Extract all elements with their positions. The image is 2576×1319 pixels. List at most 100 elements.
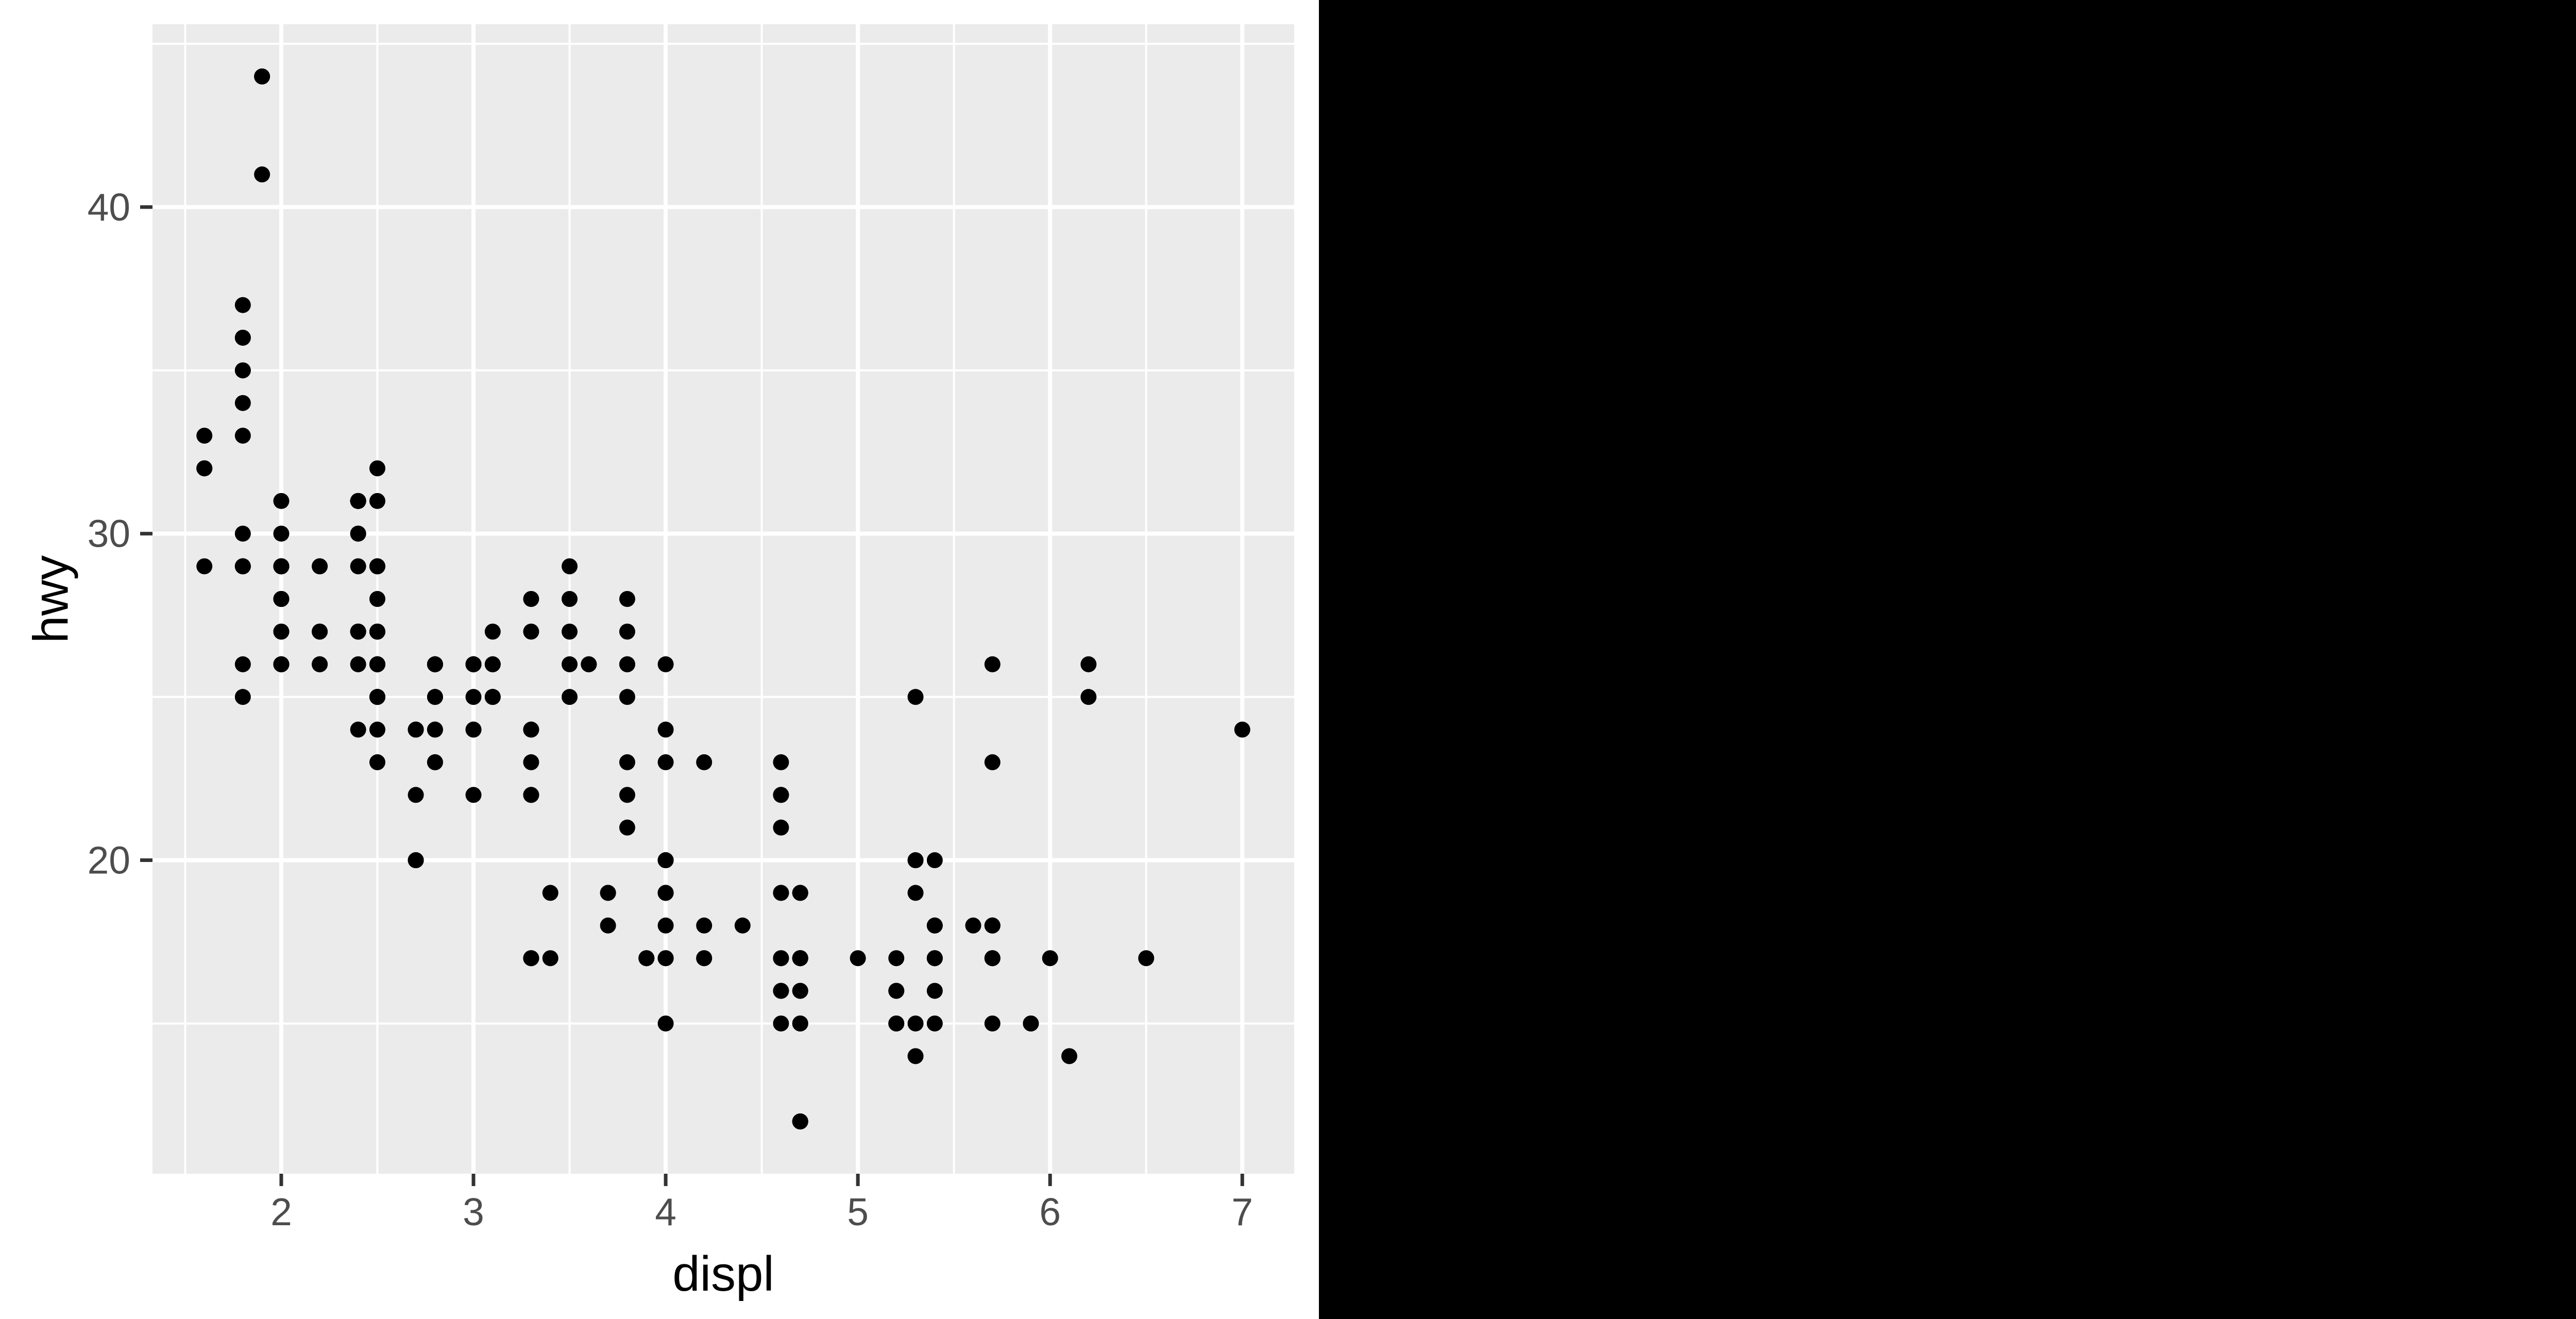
plot-surface: 2 3 4 5 6 7 20 30 40 displ hwy	[0, 0, 1319, 1319]
data-point	[523, 591, 539, 607]
data-point	[484, 623, 501, 640]
data-point	[1061, 1048, 1078, 1064]
panel-background	[152, 24, 1294, 1174]
data-point	[234, 689, 251, 705]
data-point	[196, 558, 213, 574]
data-point	[369, 460, 385, 477]
data-point	[984, 950, 1001, 967]
data-point	[427, 689, 443, 705]
data-point	[619, 591, 635, 607]
data-point	[273, 493, 290, 509]
data-point	[926, 852, 943, 869]
data-point	[984, 656, 1001, 672]
data-point	[408, 852, 424, 869]
data-point	[888, 983, 905, 999]
data-point	[1080, 689, 1097, 705]
data-point	[234, 656, 251, 672]
data-point	[907, 852, 924, 869]
data-point	[273, 591, 290, 607]
data-point	[773, 983, 789, 999]
data-point	[523, 787, 539, 803]
data-point	[619, 787, 635, 803]
data-point	[562, 623, 578, 640]
data-point	[1080, 656, 1097, 672]
data-point	[600, 917, 616, 934]
data-point	[312, 623, 328, 640]
y-tick-label: 40	[88, 185, 130, 229]
data-point	[350, 721, 366, 738]
scatter-chart: 2 3 4 5 6 7 20 30 40	[88, 24, 1294, 1233]
data-point	[465, 721, 482, 738]
data-point	[619, 754, 635, 770]
data-point	[696, 754, 713, 770]
data-point	[350, 656, 366, 672]
data-point	[312, 656, 328, 672]
data-point	[427, 754, 443, 770]
data-point	[369, 656, 385, 672]
data-point	[408, 721, 424, 738]
data-point	[638, 950, 655, 967]
x-tick-label: 4	[655, 1190, 676, 1233]
y-axis-title: hwy	[23, 555, 78, 643]
y-axis-title-wrap: hwy	[23, 0, 79, 1198]
black-region	[1319, 0, 2576, 1319]
data-point	[484, 656, 501, 672]
data-point	[773, 885, 789, 901]
data-point	[792, 885, 808, 901]
x-tick-label: 2	[270, 1190, 292, 1233]
data-point	[562, 689, 578, 705]
data-point	[907, 1048, 924, 1064]
data-point	[657, 656, 674, 672]
data-point	[773, 787, 789, 803]
data-point	[234, 297, 251, 313]
data-point	[465, 689, 482, 705]
y-tick-label: 20	[88, 839, 130, 882]
data-point	[850, 950, 866, 967]
data-point	[792, 1015, 808, 1031]
data-point	[926, 983, 943, 999]
data-point	[350, 558, 366, 574]
data-point	[350, 623, 366, 640]
data-point	[657, 950, 674, 967]
data-point	[542, 950, 558, 967]
data-point	[369, 721, 385, 738]
data-point	[581, 656, 597, 672]
data-point	[619, 623, 635, 640]
data-point	[273, 526, 290, 542]
data-point	[696, 917, 713, 934]
data-point	[657, 885, 674, 901]
data-point	[1042, 950, 1058, 967]
data-point	[888, 1015, 905, 1031]
data-point	[369, 493, 385, 509]
data-point	[926, 917, 943, 934]
data-point	[427, 721, 443, 738]
data-point	[350, 493, 366, 509]
data-point	[254, 166, 270, 183]
data-point	[696, 950, 713, 967]
data-point	[1138, 950, 1155, 967]
data-point	[369, 623, 385, 640]
data-point	[792, 983, 808, 999]
data-point	[907, 689, 924, 705]
data-point	[657, 852, 674, 869]
data-point	[792, 950, 808, 967]
data-point	[523, 950, 539, 967]
data-point	[234, 329, 251, 346]
data-point	[350, 526, 366, 542]
data-point	[619, 689, 635, 705]
data-point	[657, 754, 674, 770]
x-axis-title: displ	[672, 1246, 774, 1301]
data-point	[926, 950, 943, 967]
data-point	[369, 689, 385, 705]
data-point	[562, 558, 578, 574]
x-tick-label: 6	[1039, 1190, 1061, 1233]
data-point	[619, 656, 635, 672]
data-point	[562, 656, 578, 672]
data-point	[734, 917, 751, 934]
data-point	[907, 885, 924, 901]
data-point	[907, 1015, 924, 1031]
data-point	[773, 819, 789, 836]
data-point	[234, 526, 251, 542]
x-tick-label: 3	[463, 1190, 484, 1233]
